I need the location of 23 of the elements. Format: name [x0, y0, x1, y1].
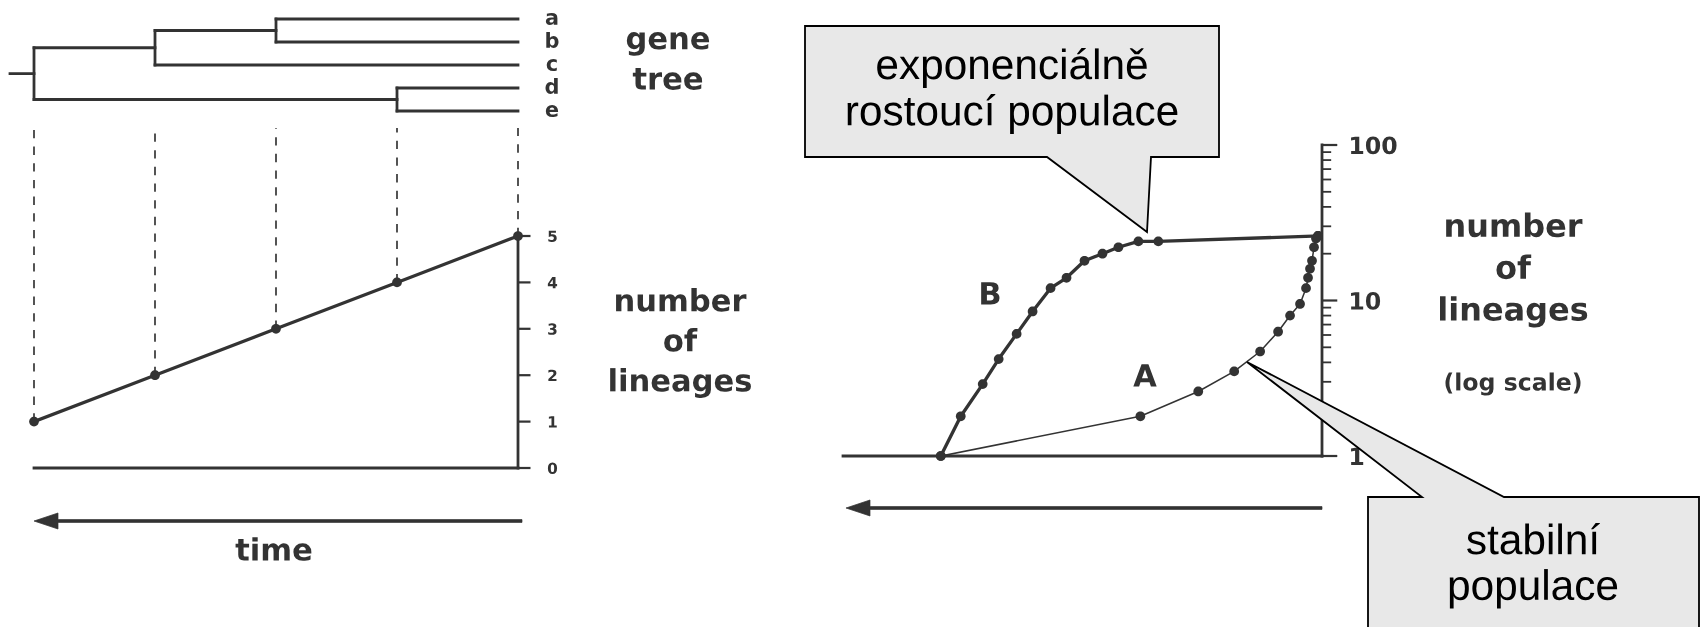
y-tick-label: 100	[1351, 136, 1397, 155]
text: (log scale)	[1445, 372, 1581, 396]
y-tick-label: 2	[548, 369, 557, 381]
series-label: B	[981, 282, 1000, 305]
y-tick-label: 10	[1351, 291, 1381, 310]
text: b	[546, 31, 559, 49]
y-tick-label: 1	[1351, 447, 1364, 465]
text: gene tree	[626, 32, 710, 90]
series-label: A	[1133, 364, 1157, 387]
text: a	[545, 13, 558, 26]
y-tick-label: 3	[548, 323, 557, 335]
x-axis-title: time	[235, 537, 312, 561]
text: stabilní populace	[1449, 522, 1618, 609]
text: c	[546, 59, 557, 72]
text: d	[545, 77, 558, 95]
text: exponenciálně rostoucí populace	[847, 47, 1178, 135]
y-axis-title: number of lineages	[1439, 212, 1588, 328]
y-tick-label: 1	[548, 416, 557, 428]
text: e	[545, 105, 559, 118]
y-tick-label: 4	[547, 277, 558, 289]
y-axis-title: number of lineages	[610, 288, 751, 398]
y-tick-label: 0	[547, 462, 558, 475]
y-tick-label: 5	[548, 230, 557, 243]
